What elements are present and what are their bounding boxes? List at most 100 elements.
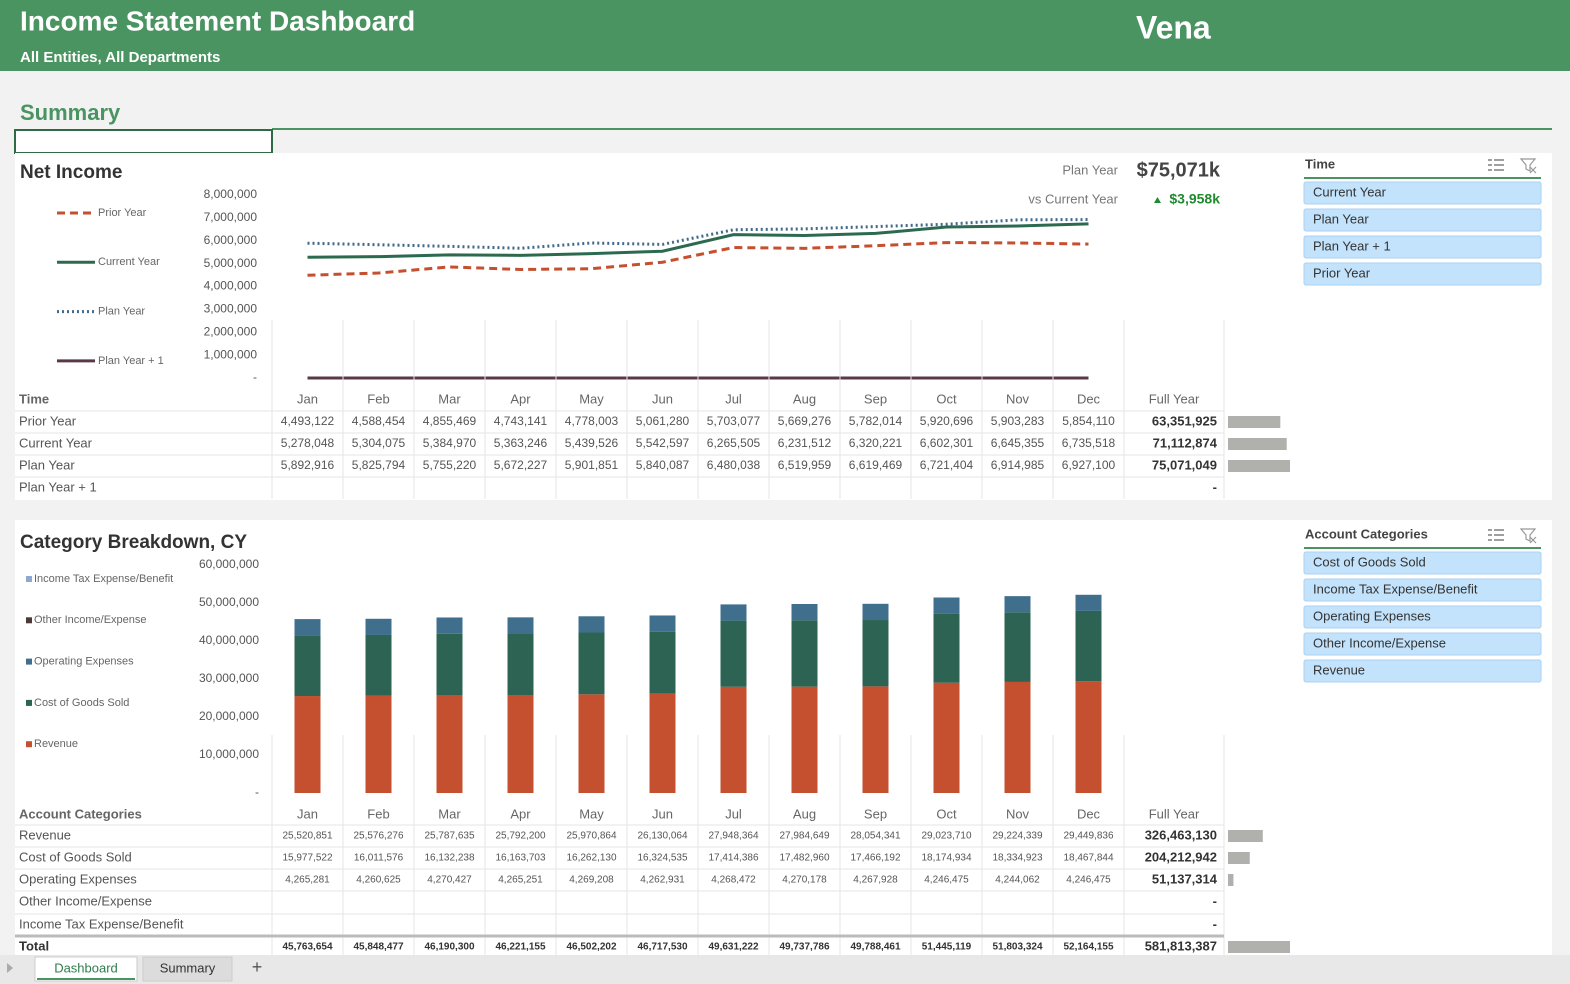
bar-segment (578, 616, 605, 633)
total-label: Total (19, 938, 49, 953)
month-header: May (579, 806, 604, 821)
slicer-item-label[interactable]: Current Year (1313, 184, 1387, 199)
y-tick-label: 8,000,000 (204, 187, 258, 201)
slicer-item[interactable] (1303, 208, 1542, 232)
slicer-item[interactable] (1303, 551, 1542, 575)
full-year-value: - (1213, 479, 1217, 494)
month-header: Dec (1077, 391, 1101, 406)
slicer-item[interactable] (1303, 605, 1542, 629)
month-header: May (579, 391, 604, 406)
clear-filter-icon[interactable] (1519, 158, 1537, 174)
cell-value: 25,787,635 (424, 831, 474, 842)
multi-select-icon[interactable] (1488, 529, 1504, 541)
month-header: Aug (793, 391, 816, 406)
bar-segment (294, 619, 321, 636)
y-tick-label: 1,000,000 (204, 347, 258, 361)
cell-value: 4,265,251 (498, 875, 543, 886)
slicer-item[interactable] (1303, 262, 1542, 286)
cell-value: 5,304,075 (352, 436, 406, 450)
bar-segment (365, 634, 392, 696)
bar-segment (649, 693, 676, 793)
cell-value: 17,466,192 (850, 853, 900, 864)
month-header: Oct (936, 391, 957, 406)
slicer-item[interactable] (1303, 659, 1542, 683)
chart-title: Net Income (20, 162, 122, 183)
cell-value: 6,619,469 (849, 458, 903, 472)
sheet-tab[interactable] (34, 956, 138, 982)
data-bar (1228, 438, 1287, 450)
data-bar (1228, 941, 1290, 953)
kpi-compare-value: $3,958k (1169, 191, 1220, 207)
month-header: Apr (510, 806, 531, 821)
cell-value: 6,265,505 (707, 436, 761, 450)
sheet-tab-label[interactable]: Summary (160, 960, 216, 975)
slicer-item-label[interactable]: Other Income/Expense (1313, 635, 1446, 650)
cell-value: 15,977,522 (282, 853, 332, 864)
total-cell: 46,717,530 (637, 942, 687, 953)
cell-value: 4,260,625 (356, 875, 401, 886)
cell-value: 4,244,062 (995, 875, 1040, 886)
slicer-item[interactable] (1303, 578, 1542, 602)
header-band (0, 0, 1570, 71)
bar-segment (649, 631, 676, 694)
multi-select-icon[interactable] (1488, 159, 1504, 171)
legend-label: Cost of Goods Sold (34, 697, 129, 709)
cell-value: 5,825,794 (352, 458, 406, 472)
cell-value: 5,384,970 (423, 436, 477, 450)
cell-value: 29,224,339 (992, 831, 1042, 842)
slicer-item-label[interactable]: Prior Year (1313, 265, 1371, 280)
data-bar (1228, 460, 1290, 472)
row-label: Operating Expenses (19, 871, 137, 886)
series-line (307, 222, 1089, 259)
slicer-item[interactable] (1303, 235, 1542, 259)
slicer-item-label[interactable]: Plan Year (1313, 211, 1369, 226)
bar-segment (933, 613, 960, 683)
month-header: Feb (367, 806, 389, 821)
header-subtitle: All Entities, All Departments (20, 49, 220, 66)
month-header: Aug (793, 806, 816, 821)
tab-scroll[interactable] (7, 963, 13, 973)
slicer-item-label[interactable]: Plan Year + 1 (1313, 238, 1391, 253)
cell-value: 5,782,014 (849, 414, 903, 428)
month-header: Jul (725, 806, 742, 821)
y-tick-label: 3,000,000 (204, 302, 258, 316)
sheet-tab[interactable] (142, 956, 233, 982)
bar-segment (294, 635, 321, 697)
cell-value: 16,011,576 (354, 853, 404, 864)
slicer-item[interactable] (1303, 181, 1542, 205)
total-cell: 46,221,155 (495, 942, 545, 953)
cell-value: 26,130,064 (637, 831, 687, 842)
sheet-tab-label[interactable]: Dashboard (54, 960, 118, 975)
month-header: Dec (1077, 806, 1101, 821)
legend-label: Plan Year + 1 (98, 355, 164, 367)
bar-segment (578, 694, 605, 793)
add-sheet-button[interactable]: + (252, 957, 263, 977)
cell-value: 5,854,110 (1062, 414, 1115, 428)
cell-value: 17,482,960 (779, 853, 829, 864)
cell-value: 6,231,512 (778, 436, 832, 450)
tab-bar (0, 955, 1570, 984)
bar-segment (791, 603, 818, 621)
slicer-item-label[interactable]: Revenue (1313, 662, 1365, 677)
logo: Vena (1136, 9, 1211, 45)
cell-value: 4,493,122 (281, 414, 335, 428)
cell-value: 6,721,404 (920, 458, 974, 472)
month-header: Jul (725, 391, 742, 406)
slicer-item[interactable] (1303, 632, 1542, 656)
cell-value: 6,602,301 (920, 436, 974, 450)
legend-swatch (26, 658, 32, 665)
slicer-item-label[interactable]: Operating Expenses (1313, 608, 1431, 623)
row-label: Other Income/Expense (19, 893, 152, 908)
cell-value: 5,840,087 (636, 458, 690, 472)
bar-segment (720, 620, 747, 687)
slicer-item-label[interactable]: Income Tax Expense/Benefit (1313, 581, 1478, 596)
slicer-item-label[interactable]: Cost of Goods Sold (1313, 554, 1426, 569)
cell-value: 6,927,100 (1062, 458, 1116, 472)
cell-value: 18,174,934 (921, 853, 971, 864)
panel-category (15, 520, 1552, 955)
clear-filter-icon[interactable] (1519, 528, 1537, 544)
data-bar (1228, 874, 1234, 886)
cell-value: 4,246,475 (924, 875, 969, 886)
bar-segment (578, 632, 605, 695)
bar-segment (720, 686, 747, 793)
